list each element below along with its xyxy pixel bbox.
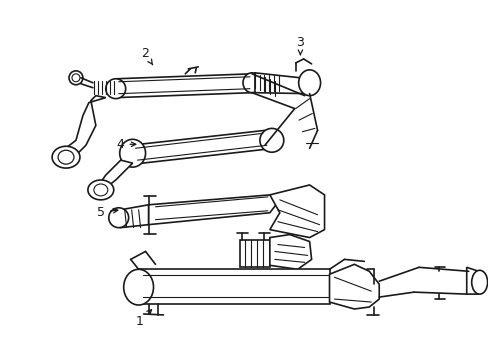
Text: 1: 1 xyxy=(136,310,151,328)
Polygon shape xyxy=(121,205,148,228)
Ellipse shape xyxy=(120,139,145,167)
Text: 4: 4 xyxy=(116,138,136,151)
Text: 3: 3 xyxy=(296,36,304,55)
Text: 5: 5 xyxy=(97,206,118,219)
Polygon shape xyxy=(138,269,329,304)
Polygon shape xyxy=(240,239,269,267)
Text: 2: 2 xyxy=(141,47,152,65)
Ellipse shape xyxy=(298,70,320,96)
Ellipse shape xyxy=(471,270,487,294)
Polygon shape xyxy=(254,73,309,94)
Ellipse shape xyxy=(72,74,80,82)
Ellipse shape xyxy=(108,208,128,228)
Polygon shape xyxy=(269,235,311,269)
Ellipse shape xyxy=(105,79,125,99)
Polygon shape xyxy=(466,267,478,294)
Polygon shape xyxy=(329,264,379,309)
Polygon shape xyxy=(56,96,105,162)
Polygon shape xyxy=(99,160,132,192)
Ellipse shape xyxy=(243,73,261,93)
Ellipse shape xyxy=(52,146,80,168)
Polygon shape xyxy=(148,195,279,225)
Polygon shape xyxy=(116,74,251,98)
Polygon shape xyxy=(130,130,274,163)
Ellipse shape xyxy=(260,129,283,152)
Ellipse shape xyxy=(69,71,83,85)
Ellipse shape xyxy=(88,180,114,200)
Ellipse shape xyxy=(123,269,153,305)
Ellipse shape xyxy=(58,150,74,164)
Polygon shape xyxy=(269,185,324,238)
Ellipse shape xyxy=(94,184,107,196)
